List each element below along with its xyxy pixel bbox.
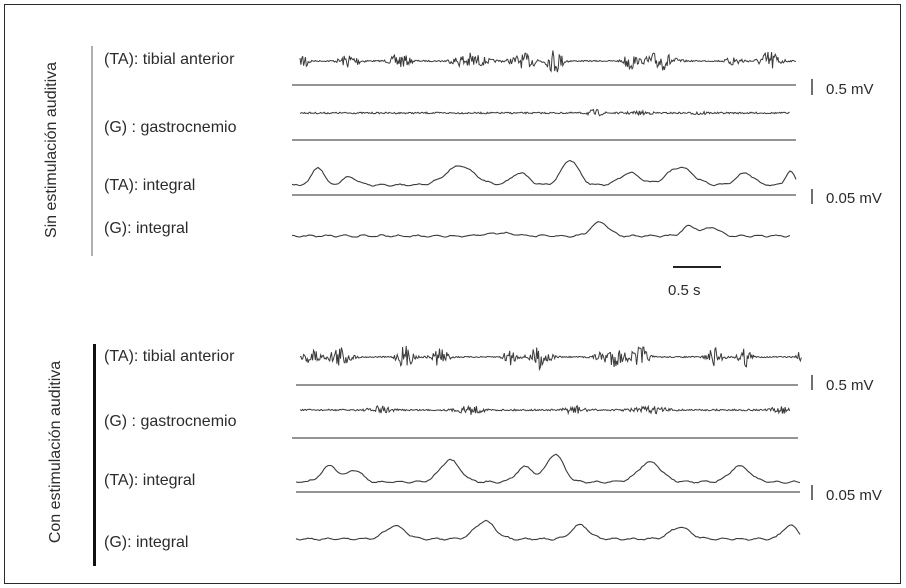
- panel-2-g-emg-label: (G) : gastrocnemio: [104, 413, 237, 430]
- panel-2-emg-scale-label: 0.5 mV: [826, 377, 874, 394]
- panel-1-ta-emg-label: (TA): tibial anterior: [104, 51, 235, 68]
- figure-frame: [4, 4, 901, 584]
- panel-1-g-integral-label: (G): integral: [104, 220, 189, 237]
- panel-2-g-integral-label: (G): integral: [104, 534, 189, 551]
- panel-1-g-emg-label: (G) : gastrocnemio: [104, 119, 237, 136]
- panel-2-ta-integral-label: (TA): integral: [104, 472, 196, 489]
- panel-1-emg-scale-label: 0.5 mV: [826, 81, 874, 98]
- panel-1-ta-integral-label: (TA): integral: [104, 177, 196, 194]
- panel-2-integral-scale-label: 0.05 mV: [826, 487, 882, 504]
- time-scale-label: 0.5 s: [668, 282, 701, 299]
- panel-2-ta-integral-trace: [295, 453, 801, 484]
- panel-2-g-integral-trace: [295, 519, 801, 541]
- panel-1-bracket: [91, 46, 93, 256]
- panel-2-ta-emg-trace: [299, 345, 802, 372]
- panel-1-ta-integral-trace: [291, 159, 797, 187]
- panel-2-g-emg-trace: [299, 404, 791, 416]
- panel-2-ta-emg-label: (TA): tibial anterior: [104, 348, 235, 365]
- panel-1-g-emg-trace: [299, 108, 790, 117]
- panel-1-ta-emg-trace: [299, 50, 796, 73]
- panel-1-g-integral-trace: [291, 221, 791, 238]
- panel-2-bracket: [93, 344, 96, 566]
- panel-1-integral-scale-label: 0.05 mV: [826, 190, 882, 207]
